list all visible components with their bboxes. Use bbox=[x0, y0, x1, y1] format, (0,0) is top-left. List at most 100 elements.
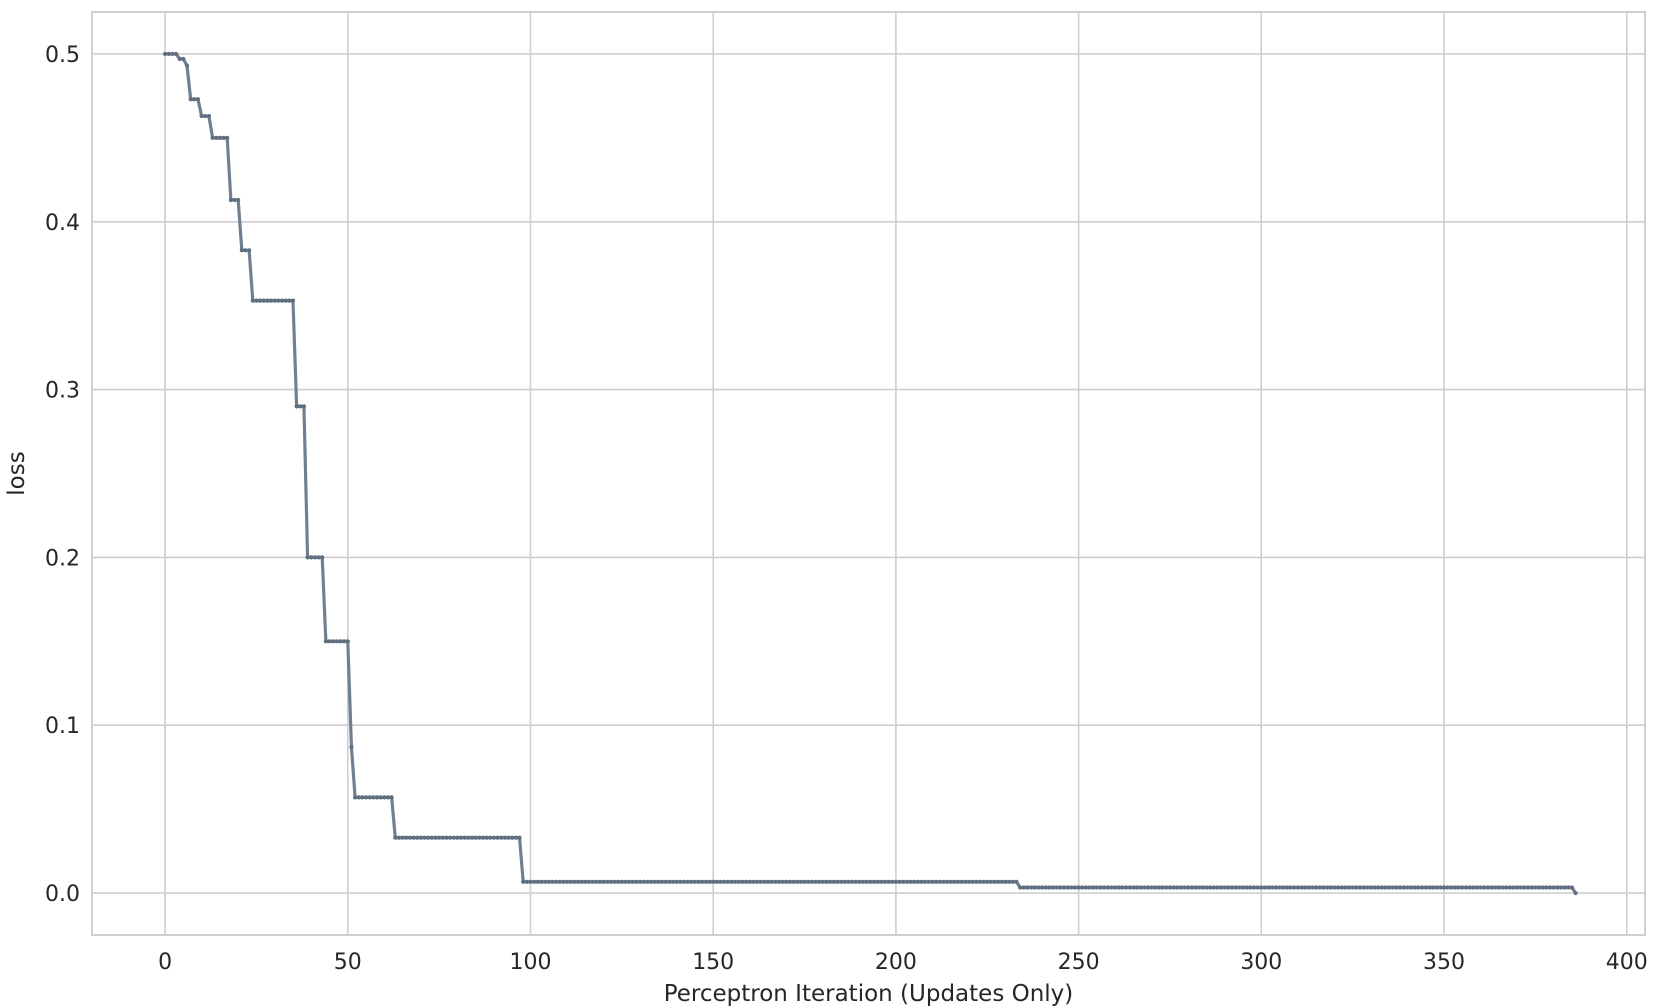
data-point bbox=[908, 879, 913, 884]
data-point bbox=[988, 879, 994, 884]
data-point bbox=[955, 879, 961, 884]
data-point bbox=[820, 879, 825, 884]
plot-frame bbox=[91, 11, 1646, 936]
y-tick-label: 0.3 bbox=[45, 379, 80, 404]
data-point bbox=[1529, 885, 1534, 890]
data-point bbox=[356, 795, 361, 800]
data-point bbox=[707, 879, 712, 884]
data-point bbox=[765, 879, 771, 884]
data-point bbox=[1273, 885, 1279, 890]
data-point bbox=[619, 879, 624, 884]
data-point bbox=[616, 879, 621, 884]
data-point bbox=[1303, 885, 1308, 890]
data-point bbox=[192, 97, 197, 102]
data-point bbox=[1244, 885, 1249, 890]
data-point bbox=[1471, 885, 1476, 890]
data-point bbox=[1441, 885, 1447, 890]
data-point bbox=[477, 835, 482, 840]
data-point bbox=[323, 639, 328, 644]
data-point bbox=[1032, 885, 1037, 890]
data-point bbox=[1251, 885, 1257, 890]
data-point bbox=[1069, 885, 1074, 890]
data-point bbox=[247, 248, 252, 253]
data-point bbox=[367, 795, 372, 800]
data-point bbox=[923, 879, 928, 884]
data-point bbox=[455, 835, 460, 840]
data-point bbox=[1335, 885, 1341, 890]
data-point bbox=[1573, 890, 1578, 896]
data-point bbox=[495, 835, 500, 840]
data-point bbox=[667, 879, 672, 884]
data-point bbox=[1515, 885, 1520, 890]
x-tick-label: 300 bbox=[1240, 950, 1282, 975]
data-point bbox=[543, 879, 548, 884]
data-point bbox=[484, 835, 489, 840]
data-point bbox=[594, 879, 599, 884]
data-point bbox=[1533, 885, 1538, 890]
data-point bbox=[1511, 885, 1516, 890]
data-point bbox=[941, 879, 946, 884]
data-point bbox=[681, 879, 687, 884]
data-point bbox=[1175, 885, 1180, 890]
data-point bbox=[1277, 885, 1282, 890]
data-point bbox=[1113, 885, 1118, 890]
data-point bbox=[334, 639, 339, 644]
data-point bbox=[1255, 885, 1260, 890]
data-point bbox=[1460, 885, 1465, 890]
data-point bbox=[491, 835, 497, 840]
data-point bbox=[480, 835, 486, 840]
data-point bbox=[890, 879, 895, 884]
data-point bbox=[645, 879, 650, 884]
data-point bbox=[656, 879, 661, 884]
data-point bbox=[268, 298, 274, 303]
data-point bbox=[963, 879, 968, 884]
y-axis-label: loss bbox=[4, 451, 30, 495]
data-point bbox=[214, 135, 219, 140]
data-point bbox=[181, 56, 186, 62]
data-point bbox=[1292, 885, 1297, 890]
data-point bbox=[915, 879, 920, 884]
data-point bbox=[608, 879, 613, 884]
data-point bbox=[528, 879, 533, 884]
data-point bbox=[773, 879, 778, 884]
data-point bbox=[462, 835, 467, 840]
data-point bbox=[184, 63, 190, 68]
data-point bbox=[1109, 885, 1114, 890]
data-point bbox=[1558, 885, 1564, 890]
data-point bbox=[1343, 885, 1348, 890]
x-tick-label: 350 bbox=[1423, 950, 1465, 975]
data-point bbox=[1482, 885, 1487, 890]
data-point bbox=[287, 298, 292, 303]
data-point bbox=[685, 879, 690, 884]
data-point bbox=[711, 879, 716, 884]
data-point bbox=[550, 879, 555, 884]
data-point bbox=[1474, 885, 1480, 890]
data-point bbox=[842, 879, 847, 884]
data-point bbox=[1379, 885, 1384, 890]
data-point bbox=[1153, 885, 1158, 890]
data-point bbox=[638, 879, 643, 884]
data-point bbox=[791, 879, 796, 884]
data-point bbox=[630, 879, 635, 884]
data-point bbox=[173, 51, 179, 57]
data-point bbox=[232, 197, 237, 203]
data-point bbox=[762, 879, 767, 884]
data-point bbox=[429, 835, 434, 840]
data-point bbox=[817, 879, 822, 884]
data-point bbox=[374, 795, 380, 800]
data-point bbox=[722, 879, 727, 884]
data-point bbox=[199, 113, 204, 119]
data-point bbox=[1186, 885, 1191, 890]
data-point bbox=[1493, 885, 1498, 890]
data-point bbox=[1266, 885, 1271, 890]
data-point bbox=[652, 879, 657, 884]
data-point bbox=[846, 879, 851, 884]
data-point bbox=[1383, 885, 1388, 890]
data-point bbox=[499, 835, 504, 840]
data-point bbox=[1021, 885, 1026, 890]
data-point bbox=[1145, 885, 1151, 890]
data-point bbox=[1496, 885, 1501, 890]
data-point bbox=[974, 879, 979, 884]
data-point bbox=[586, 879, 592, 884]
data-point bbox=[298, 404, 303, 409]
